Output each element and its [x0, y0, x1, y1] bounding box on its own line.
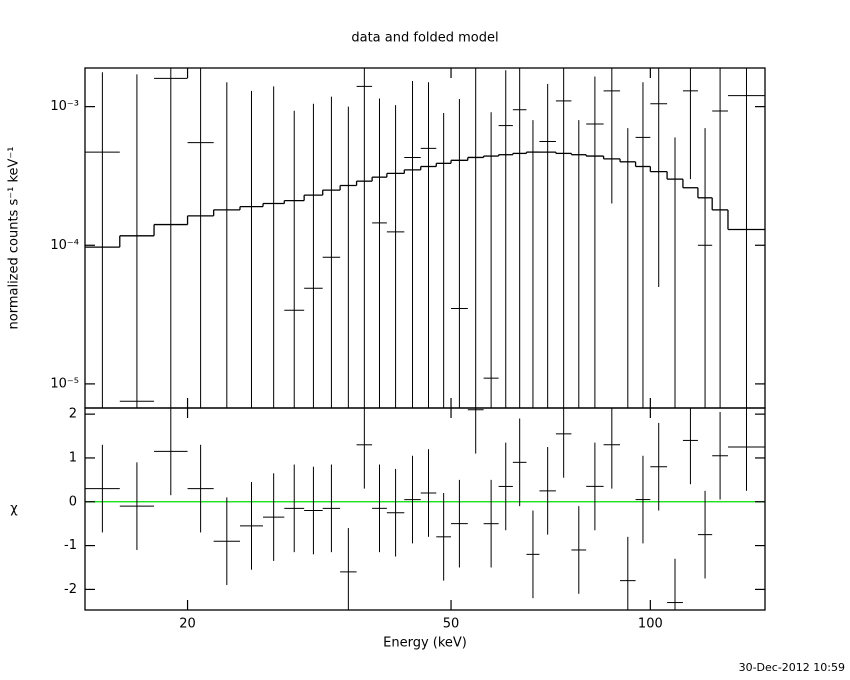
timestamp: 30-Dec-2012 10:59	[739, 661, 845, 674]
residual-tick-label: 1	[69, 450, 77, 465]
chart-title: data and folded model	[351, 31, 498, 46]
residual-tick-label: 0	[69, 494, 77, 509]
residual-panel	[85, 408, 765, 610]
x-tick-label: 50	[443, 617, 460, 632]
x-axis-label: Energy (keV)	[383, 636, 467, 651]
axes: 20 50 100 10⁻⁵ 10⁻⁴ 10⁻³ -2 -1 0 1 2	[50, 68, 765, 632]
residual-tick-label: -1	[64, 538, 77, 553]
y-axis-label: normalized counts s⁻¹ keV⁻¹	[7, 147, 22, 330]
y-tick-label: 10⁻³	[50, 99, 79, 114]
x-tick-label: 20	[179, 617, 196, 632]
y-tick-label: 10⁻⁵	[50, 376, 79, 391]
y-tick-label: 10⁻⁴	[50, 238, 79, 253]
residual-axis-label: χ	[10, 502, 18, 517]
x-tick-label: 100	[638, 617, 663, 632]
bottom-frame	[84, 407, 766, 611]
residual-tick-label: 2	[69, 407, 77, 422]
residual-tick-label: -2	[64, 582, 77, 597]
spectrum-panel	[85, 68, 765, 408]
